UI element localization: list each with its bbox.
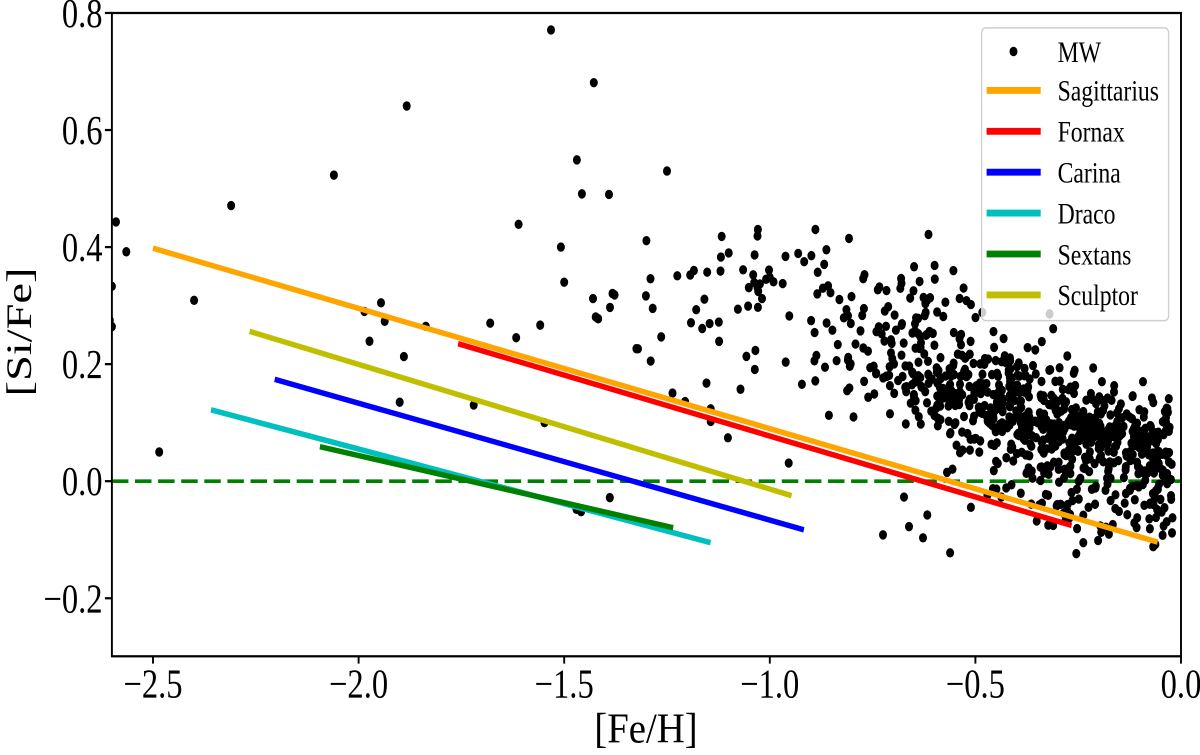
svg-text:0.4: 0.4: [62, 226, 103, 272]
svg-text:Sextans: Sextans: [1058, 238, 1132, 271]
svg-text:−2.0: −2.0: [329, 662, 388, 708]
svg-text:−1.0: −1.0: [740, 662, 799, 708]
svg-text:0.0: 0.0: [62, 460, 103, 506]
svg-text:MW: MW: [1058, 35, 1102, 68]
svg-text:0.0: 0.0: [1161, 662, 1200, 708]
svg-text:Carina: Carina: [1058, 156, 1121, 189]
svg-text:−0.2: −0.2: [43, 577, 102, 623]
svg-text:0.6: 0.6: [62, 108, 103, 154]
svg-text:[Fe/H]: [Fe/H]: [594, 705, 697, 750]
svg-text:−0.5: −0.5: [946, 662, 1005, 708]
svg-text:Fornax: Fornax: [1058, 115, 1126, 148]
svg-text:Draco: Draco: [1058, 197, 1116, 230]
svg-text:[Si/Fe]: [Si/Fe]: [0, 267, 39, 396]
svg-text:0.2: 0.2: [62, 343, 103, 389]
svg-text:Sagittarius: Sagittarius: [1058, 74, 1159, 107]
svg-text:−2.5: −2.5: [123, 662, 182, 708]
svg-text:Sculptor: Sculptor: [1058, 279, 1138, 312]
svg-text:0.8: 0.8: [62, 0, 103, 37]
svg-text:−1.5: −1.5: [535, 662, 594, 708]
